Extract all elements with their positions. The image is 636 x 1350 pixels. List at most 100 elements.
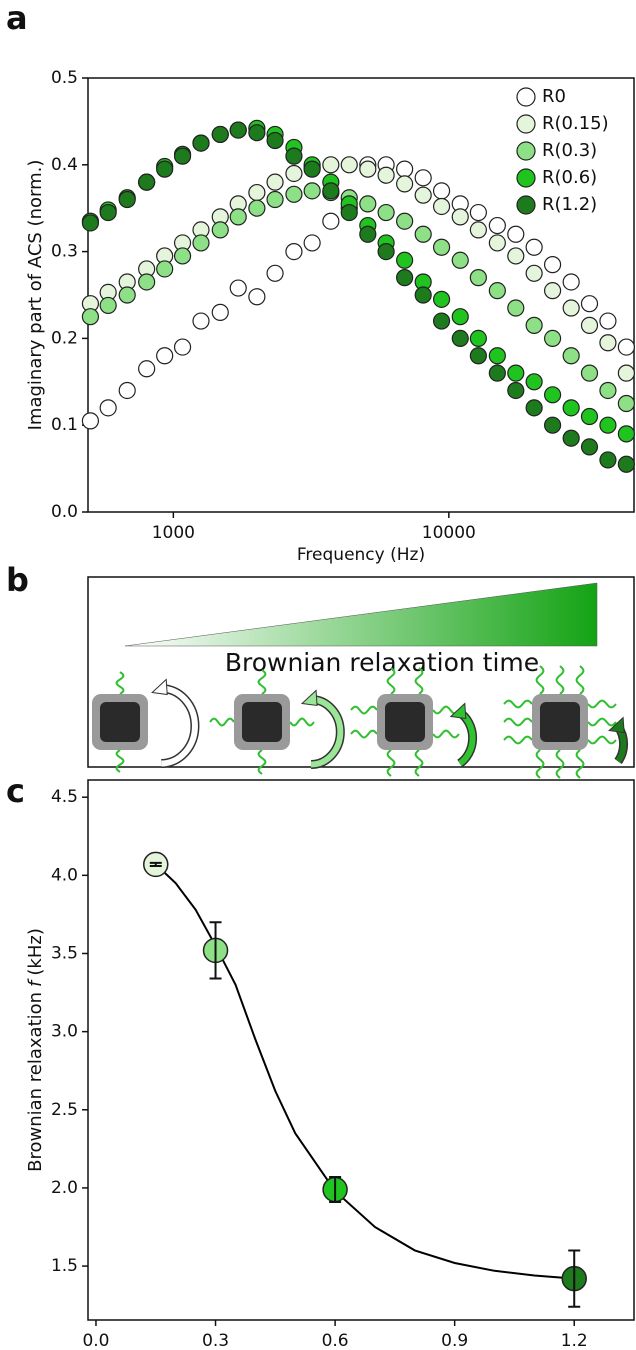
- data-point: [562, 273, 580, 291]
- x-tick-label: 0.3: [202, 1331, 229, 1350]
- data-point: [303, 160, 321, 178]
- data-point: [322, 156, 340, 174]
- data-point: [377, 203, 395, 222]
- data-point: [229, 208, 247, 226]
- data-point: [432, 182, 451, 200]
- rotation-arrow: [310, 694, 345, 770]
- y-tick-label: 0.3: [51, 242, 78, 262]
- data-point: [543, 416, 562, 434]
- data-point: [543, 282, 562, 300]
- data-point: [118, 381, 136, 400]
- data-point: [322, 182, 340, 200]
- data-point: [580, 438, 599, 456]
- data-point: [507, 381, 525, 400]
- data-point: [617, 394, 635, 413]
- data-point: [211, 221, 229, 239]
- data-point: [451, 251, 469, 269]
- arrow-head: [607, 716, 625, 734]
- data-point: [118, 286, 136, 304]
- data-point: [248, 183, 266, 202]
- panel-label: a: [6, 0, 28, 37]
- dna-strand: [115, 749, 125, 773]
- arrow-head: [300, 689, 318, 707]
- data-point: [192, 234, 210, 252]
- particle-core: [242, 702, 282, 742]
- y-tick-label: 3.5: [51, 943, 78, 963]
- data-point: [469, 269, 487, 287]
- dna-strand: [575, 665, 585, 695]
- y-axis-label-part: f: [25, 978, 46, 987]
- dna-strand: [209, 717, 235, 727]
- data-point: [138, 173, 156, 191]
- dna-strand: [350, 705, 378, 715]
- dna-strand: [257, 669, 267, 695]
- data-point: [414, 186, 432, 204]
- data-point: [377, 243, 395, 261]
- dna-strand: [587, 717, 617, 727]
- error-bar: [568, 1249, 581, 1308]
- particle-core: [100, 702, 140, 742]
- data-point: [396, 175, 414, 193]
- diagram-caption: Brownian relaxation time: [225, 648, 539, 677]
- data-point: [248, 199, 266, 217]
- error-bar: [149, 861, 162, 867]
- data-point: [543, 329, 562, 347]
- data-point: [340, 156, 358, 174]
- y-tick-label: 2.0: [51, 1178, 78, 1198]
- data-point: [81, 412, 100, 430]
- data-point: [173, 338, 192, 356]
- dna-strand: [115, 671, 125, 695]
- data-point: [488, 347, 506, 365]
- data-point: [599, 312, 617, 330]
- data-point: [488, 216, 506, 235]
- data-point: [488, 234, 506, 252]
- data-point: [118, 190, 136, 209]
- y-tick-label: 1.5: [51, 1256, 78, 1276]
- data-point: [99, 296, 117, 315]
- y-tick-label: 4.0: [51, 865, 78, 885]
- dna-strand: [386, 667, 396, 695]
- y-axis-label: Brownian relaxation f (kHz): [25, 928, 46, 1172]
- plot-frame: [87, 779, 635, 1321]
- data-point: [469, 329, 487, 347]
- data-point: [617, 455, 635, 473]
- arrow-head: [449, 702, 467, 720]
- data-point: [525, 399, 543, 417]
- y-axis-label: Imaginary part of ACS (norm.): [25, 160, 46, 431]
- data-point: [562, 429, 580, 447]
- data-point: [396, 212, 414, 230]
- data-point: [507, 225, 525, 243]
- data-point: [99, 399, 117, 417]
- data-point: [377, 166, 395, 184]
- data-point: [229, 279, 247, 297]
- data-point: [617, 338, 635, 356]
- data-point: [432, 312, 451, 330]
- dna-strand: [535, 749, 545, 779]
- legend-marker: [516, 114, 536, 134]
- data-point: [192, 134, 210, 152]
- dna-strand: [587, 735, 617, 745]
- error-bar: [209, 921, 222, 980]
- data-point: [599, 334, 617, 352]
- data-point: [156, 347, 174, 365]
- x-tick-label: 10000: [422, 523, 476, 543]
- data-point: [266, 131, 284, 150]
- y-axis-label-part: (kHz): [25, 928, 46, 975]
- x-tick-label: 0.9: [441, 1331, 468, 1350]
- data-point: [211, 303, 229, 321]
- dna-strand: [555, 749, 565, 779]
- data-point: [138, 273, 156, 291]
- dna-strand: [432, 729, 460, 739]
- data-point: [469, 203, 487, 222]
- rotation-arrow-fill: [457, 710, 476, 766]
- data-point: [359, 195, 377, 213]
- data-point: [173, 147, 192, 165]
- y-tick-label: 2.5: [51, 1100, 78, 1120]
- rotation-arrow-fill: [161, 685, 198, 767]
- y-tick-label: 0.5: [51, 68, 78, 88]
- error-bar: [329, 1175, 342, 1203]
- legend-marker: [516, 168, 536, 188]
- data-point: [599, 381, 617, 400]
- data-point: [432, 238, 451, 256]
- data-point: [285, 243, 303, 261]
